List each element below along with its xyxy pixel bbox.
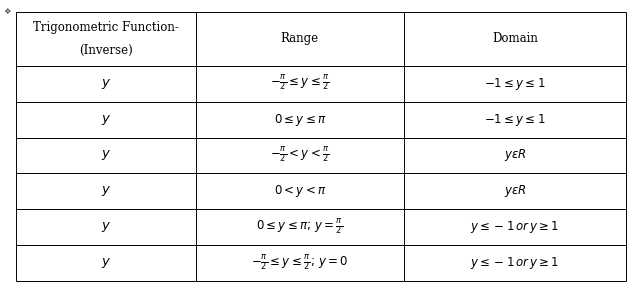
Text: $y$: $y$: [100, 113, 111, 127]
Text: $y\epsilon R$: $y\epsilon R$: [504, 147, 527, 163]
Text: $y$: $y$: [100, 184, 111, 198]
Text: Range: Range: [280, 32, 319, 45]
Text: Trigonometric Function-
(Inverse): Trigonometric Function- (Inverse): [33, 21, 179, 57]
Text: $y$: $y$: [100, 256, 111, 270]
Text: $-1\leq y\leq 1$: $-1\leq y\leq 1$: [484, 112, 546, 127]
Text: $-\frac{\pi}{2}\leq y\leq\frac{\pi}{2};\,y=0$: $-\frac{\pi}{2}\leq y\leq\frac{\pi}{2};\…: [251, 254, 349, 273]
Text: $0\leq y\leq\pi;\,y=\frac{\pi}{2}$: $0\leq y\leq\pi;\,y=\frac{\pi}{2}$: [256, 218, 343, 237]
Text: ❖: ❖: [3, 7, 11, 16]
Text: $y$: $y$: [100, 220, 111, 234]
Text: Domain: Domain: [492, 32, 538, 45]
Text: $0<y<\pi$: $0<y<\pi$: [273, 183, 326, 200]
Text: $y\leq -1\,or\,y\geq 1$: $y\leq -1\,or\,y\geq 1$: [471, 255, 560, 271]
Text: $0\leq y\leq\pi$: $0\leq y\leq\pi$: [273, 112, 326, 127]
Text: $y$: $y$: [100, 149, 111, 163]
Text: $y\leq -1\,or\,y\geq 1$: $y\leq -1\,or\,y\geq 1$: [471, 219, 560, 235]
Text: $-\frac{\pi}{2}\leq y\leq\frac{\pi}{2}$: $-\frac{\pi}{2}\leq y\leq\frac{\pi}{2}$: [270, 74, 329, 93]
Text: $y$: $y$: [100, 76, 111, 91]
Text: $-\frac{\pi}{2}<y<\frac{\pi}{2}$: $-\frac{\pi}{2}<y<\frac{\pi}{2}$: [270, 146, 329, 165]
Text: $y\epsilon R$: $y\epsilon R$: [504, 183, 527, 200]
Text: $-1\leq y\leq 1$: $-1\leq y\leq 1$: [484, 76, 546, 92]
